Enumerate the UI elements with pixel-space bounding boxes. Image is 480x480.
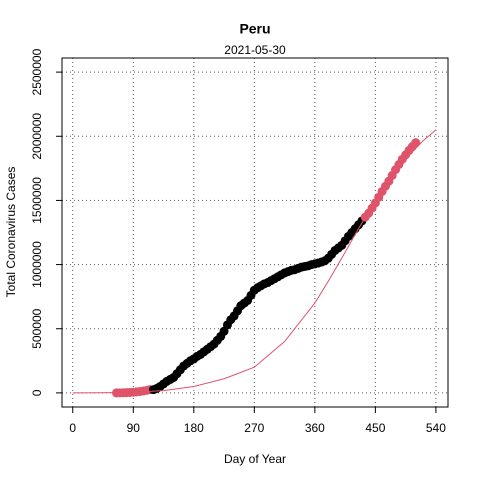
y-tick-label: 2000000	[30, 113, 44, 160]
x-tick-label: 180	[184, 421, 204, 435]
chart-title: Peru	[239, 21, 270, 37]
x-tick-label: 90	[127, 421, 141, 435]
fit-line	[72, 129, 437, 394]
x-tick-label: 270	[244, 421, 264, 435]
y-tick-label: 0	[30, 389, 44, 396]
point	[411, 138, 421, 148]
x-tick-label: 0	[69, 421, 76, 435]
x-tick-label: 540	[426, 421, 446, 435]
x-axis-label: Day of Year	[224, 452, 286, 466]
plot-frame	[61, 57, 449, 408]
y-axis-label: Total Coronavirus Cases	[4, 167, 18, 298]
x-tick-label: 450	[365, 421, 385, 435]
chart-subtitle: 2021-05-30	[224, 43, 286, 57]
y-tick-label: 500000	[30, 308, 44, 348]
y-tick-label: 2500000	[30, 48, 44, 95]
y-tick-label: 1500000	[30, 177, 44, 224]
y-tick-label: 1000000	[30, 241, 44, 288]
x-tick-label: 360	[305, 421, 325, 435]
